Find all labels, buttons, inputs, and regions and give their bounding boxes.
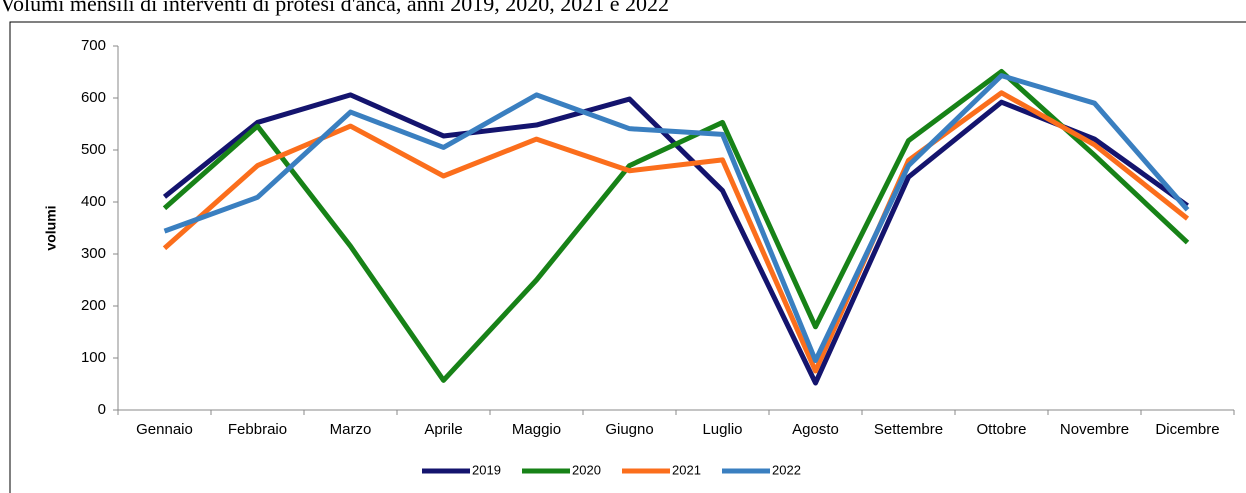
x-tick-label: Maggio — [512, 421, 561, 438]
y-tick-label: 0 — [98, 401, 106, 418]
x-tick-label: Aprile — [424, 421, 462, 438]
chart-title: Volumi mensili di interventi di protesi … — [0, 0, 669, 16]
y-axis-label: volumi — [43, 205, 59, 250]
x-tick-label: Marzo — [330, 421, 372, 438]
y-tick-label: 100 — [81, 349, 106, 366]
x-tick-label: Luglio — [702, 421, 742, 438]
series-line — [162, 68, 1190, 383]
chart-frame — [9, 21, 1246, 493]
x-tick-label: Ottobre — [976, 421, 1026, 438]
y-tick-label: 700 — [81, 37, 106, 54]
y-tick-label: 200 — [81, 297, 106, 314]
y-tick-label: 500 — [81, 141, 106, 158]
y-tick-label: 300 — [81, 245, 106, 262]
x-tick-label: Dicembre — [1155, 421, 1219, 438]
x-tick-label: Giugno — [605, 421, 653, 438]
y-tick-label: 600 — [81, 89, 106, 106]
series-line — [163, 73, 1190, 364]
x-tick-label: Agosto — [792, 421, 839, 438]
y-tick-label: 400 — [81, 193, 106, 210]
legend-label: 2019 — [472, 462, 501, 477]
legend-label: 2022 — [772, 462, 801, 477]
series-line — [162, 90, 1190, 374]
x-tick-label: Settembre — [874, 421, 943, 438]
legend-label: 2021 — [672, 462, 701, 477]
x-tick-label: Novembre — [1060, 421, 1129, 438]
x-tick-label: Gennaio — [136, 421, 193, 438]
legend-label: 2020 — [572, 462, 601, 477]
x-tick-label: Febbraio — [228, 421, 287, 438]
